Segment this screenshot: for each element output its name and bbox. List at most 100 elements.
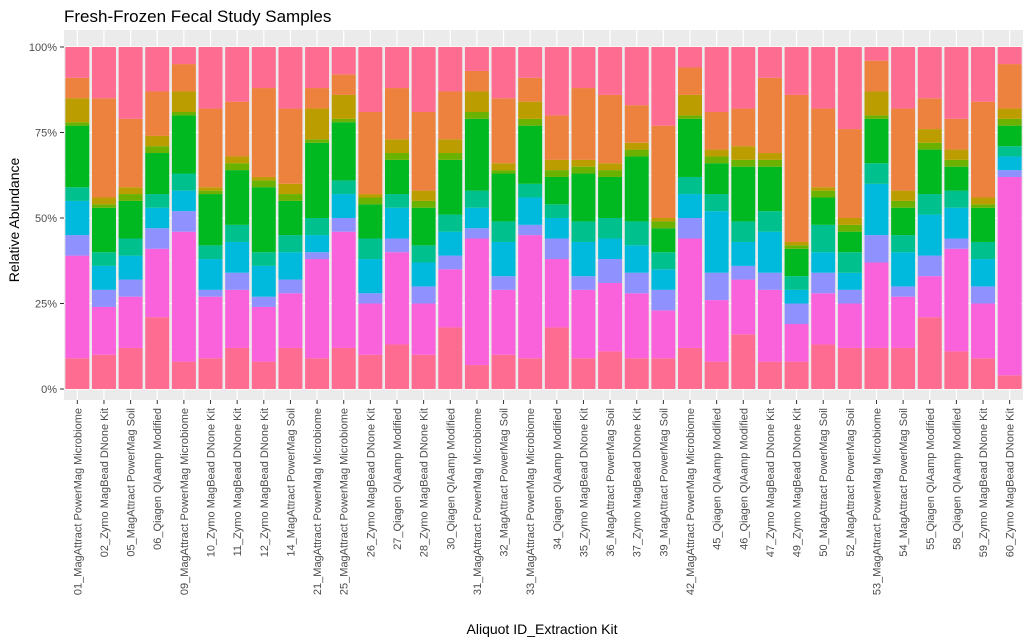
bar-segment <box>145 248 170 318</box>
bar-segment <box>678 67 703 95</box>
bar-segment <box>544 327 569 389</box>
bar-segment <box>145 91 170 136</box>
stacked-bar <box>384 47 409 389</box>
bar-segment <box>118 279 143 297</box>
bar-segment <box>91 98 116 198</box>
bar-segment <box>651 252 676 270</box>
x-axis-title: Aliquot ID_Extraction Kit <box>467 621 618 637</box>
x-tick-label: 53_MagAttract PowerMag Microbiome <box>871 408 883 595</box>
stacked-bar <box>598 47 623 389</box>
bar-segment <box>997 47 1022 65</box>
x-axis: 01_MagAttract PowerMag Microbiome 02_Zymo… <box>72 400 1017 595</box>
stacked-bar <box>571 47 596 389</box>
bar-segment <box>944 238 969 249</box>
bar-segment <box>305 252 330 260</box>
bar-segment <box>278 293 303 348</box>
bar-segment <box>971 303 996 359</box>
stacked-bar <box>438 47 463 389</box>
bar-segment <box>917 255 942 277</box>
bar-segment <box>757 159 782 167</box>
bar-segment <box>118 194 143 201</box>
bar-segment <box>411 47 436 112</box>
stacked-bar <box>251 47 276 389</box>
bar-segment <box>145 146 170 154</box>
bar-segment <box>491 221 516 242</box>
bar-segment <box>997 64 1022 109</box>
bar-segment <box>171 115 196 174</box>
bar-segment <box>837 289 862 304</box>
bar-segment <box>384 159 409 195</box>
bar-segment <box>384 207 409 239</box>
bar-segment <box>784 94 809 242</box>
bar-segment <box>384 238 409 253</box>
bar-segment <box>837 224 862 232</box>
bar-segment <box>704 163 729 195</box>
bar-segment <box>917 276 942 318</box>
bar-segment <box>837 129 862 218</box>
bar-segment <box>784 324 809 362</box>
bar-segment <box>704 272 729 301</box>
bar-segment <box>917 214 942 256</box>
bar-segment <box>198 190 223 195</box>
bar-segment <box>624 245 649 273</box>
plot-panel <box>64 30 1023 400</box>
bar-segment <box>91 265 116 290</box>
stacked-bar <box>278 47 303 389</box>
bar-segment <box>518 125 543 184</box>
bar-segment <box>571 221 596 242</box>
stacked-bar <box>837 47 862 389</box>
bar-segment <box>118 347 143 389</box>
bar-segment <box>251 187 276 253</box>
bar-segment <box>624 156 649 222</box>
bar-segment <box>118 187 143 195</box>
bar-segment <box>944 190 969 208</box>
bar-segment <box>544 159 569 171</box>
x-tick-label: 59_Zymo MagBead DNone Kit <box>978 408 990 557</box>
bar-segment <box>624 293 649 359</box>
bar-segment <box>917 142 942 150</box>
bar-segment <box>65 255 90 359</box>
bar-segment <box>198 245 223 260</box>
bar-segment <box>91 289 116 307</box>
bar-segment <box>598 238 623 260</box>
bar-segment <box>491 47 516 99</box>
bar-segment <box>171 64 196 92</box>
bar-segment <box>837 231 862 253</box>
bar-segment <box>464 111 489 119</box>
bar-segment <box>571 88 596 160</box>
bar-segment <box>784 361 809 389</box>
bar-segment <box>731 221 756 242</box>
bar-segment <box>278 200 303 236</box>
bar-segment <box>91 354 116 389</box>
bar-segment <box>198 358 223 389</box>
bar-segment <box>278 252 303 280</box>
x-tick-label: 28_Zymo MagBead DNone Kit <box>419 408 431 557</box>
x-tick-label: 60_Zymo MagBead DNone Kit <box>1005 408 1017 557</box>
stacked-bar <box>757 47 782 389</box>
bar-segment <box>358 259 383 294</box>
bar-segment <box>971 101 996 198</box>
bar-segment <box>411 190 436 201</box>
x-tick-label: 10_Zymo MagBead DNone Kit <box>206 408 218 557</box>
bar-segment <box>731 166 756 222</box>
bar-segment <box>278 235 303 253</box>
bar-segment <box>891 286 916 297</box>
bar-segment <box>624 105 649 143</box>
bar-segment <box>917 149 942 195</box>
bar-segment <box>811 252 836 273</box>
bar-segment <box>571 47 596 89</box>
bar-segment <box>784 47 809 95</box>
bar-segment <box>864 235 889 263</box>
bar-segment <box>757 231 782 273</box>
x-tick-label: 55_Qiagen QIAamp Modified <box>925 408 937 550</box>
bar-segment <box>225 241 250 273</box>
bar-segment <box>571 241 596 277</box>
bar-segment <box>384 47 409 89</box>
bar-segment <box>464 91 489 112</box>
bar-segment <box>198 108 223 188</box>
bar-segment <box>438 327 463 389</box>
x-tick-label: 33_MagAttract PowerMag Microbiome <box>525 408 537 595</box>
stacked-bar <box>118 47 143 389</box>
bar-segment <box>65 122 90 126</box>
